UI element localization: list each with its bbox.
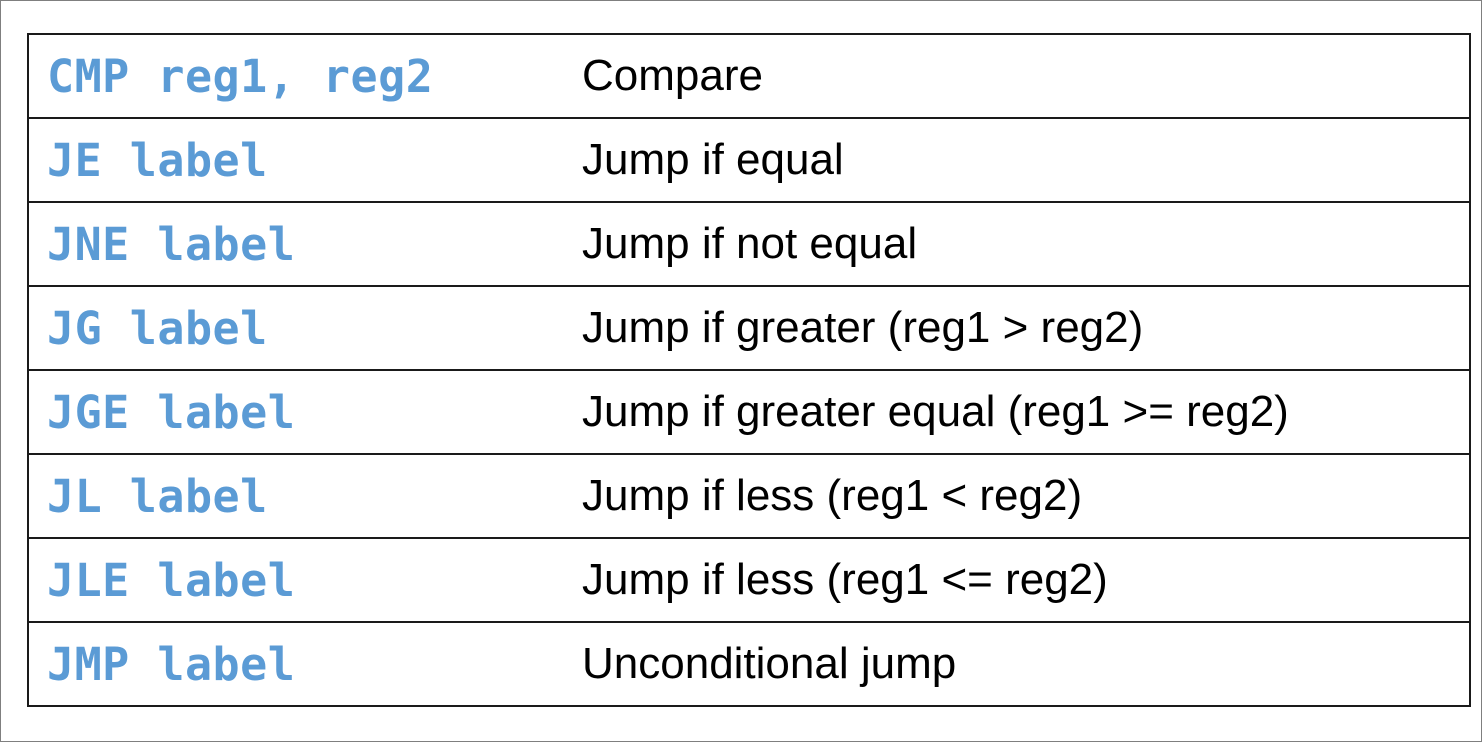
instruction-code: JMP label	[47, 637, 296, 691]
instruction-code: JGE label	[47, 385, 296, 439]
instruction-code: JL label	[47, 469, 268, 523]
instruction-code: JNE label	[47, 217, 296, 271]
instruction-code: JE label	[47, 133, 268, 187]
description-cell: Jump if less (reg1 < reg2)	[566, 453, 1471, 539]
instruction-table: CMP reg1, reg2 Compare JE label Jump if …	[27, 33, 1471, 707]
instruction-description: Compare	[582, 51, 763, 100]
description-cell: Jump if greater equal (reg1 >= reg2)	[566, 369, 1471, 455]
table-row: JNE label Jump if not equal	[27, 201, 1471, 287]
description-cell: Unconditional jump	[566, 621, 1471, 707]
instruction-description: Jump if equal	[582, 135, 844, 184]
instruction-description: Jump if greater (reg1 > reg2)	[582, 303, 1144, 352]
instruction-description: Jump if less (reg1 < reg2)	[582, 471, 1083, 520]
instruction-code: CMP reg1, reg2	[47, 49, 434, 103]
table-row: JMP label Unconditional jump	[27, 621, 1471, 707]
description-cell: Jump if equal	[566, 117, 1471, 203]
instruction-cell: JMP label	[27, 621, 566, 707]
instruction-description: Jump if less (reg1 <= reg2)	[582, 555, 1108, 604]
instruction-cell: JL label	[27, 453, 566, 539]
instruction-description: Jump if greater equal (reg1 >= reg2)	[582, 387, 1289, 436]
instruction-description: Jump if not equal	[582, 219, 918, 268]
instruction-cell: JGE label	[27, 369, 566, 455]
description-cell: Jump if not equal	[566, 201, 1471, 287]
instruction-cell: JE label	[27, 117, 566, 203]
description-cell: Jump if greater (reg1 > reg2)	[566, 285, 1471, 371]
description-cell: Compare	[566, 33, 1471, 119]
table-row: JGE label Jump if greater equal (reg1 >=…	[27, 369, 1471, 455]
table-row: JLE label Jump if less (reg1 <= reg2)	[27, 537, 1471, 623]
instruction-cell: JG label	[27, 285, 566, 371]
table-row: CMP reg1, reg2 Compare	[27, 33, 1471, 119]
table-row: JL label Jump if less (reg1 < reg2)	[27, 453, 1471, 539]
instruction-code: JLE label	[47, 553, 296, 607]
instruction-code: JG label	[47, 301, 268, 355]
table-row: JE label Jump if equal	[27, 117, 1471, 203]
instruction-cell: CMP reg1, reg2	[27, 33, 566, 119]
instruction-description: Unconditional jump	[582, 639, 957, 688]
instruction-cell: JNE label	[27, 201, 566, 287]
table-row: JG label Jump if greater (reg1 > reg2)	[27, 285, 1471, 371]
instruction-cell: JLE label	[27, 537, 566, 623]
description-cell: Jump if less (reg1 <= reg2)	[566, 537, 1471, 623]
